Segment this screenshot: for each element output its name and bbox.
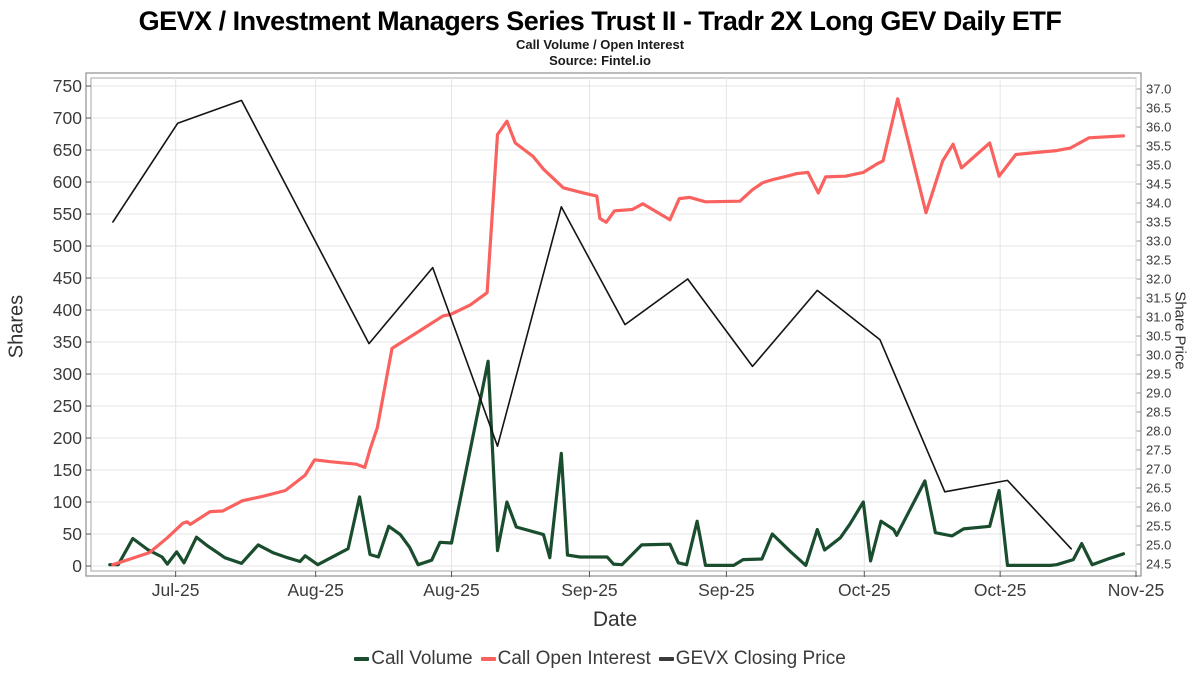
right-tick-label: 31.5	[1146, 291, 1171, 306]
legend-item-gevx-closing-price: GEVX Closing Price	[658, 648, 846, 670]
left-tick-label: 350	[53, 332, 82, 352]
chart-title: GEVX / Investment Managers Series Trust …	[138, 6, 1062, 36]
right-tick-label: 27.0	[1146, 462, 1171, 477]
right-tick-label: 27.5	[1146, 443, 1171, 458]
left-tick-label: 650	[53, 140, 82, 160]
legend-label: Call Volume	[371, 648, 473, 669]
right-tick-label: 34.5	[1146, 177, 1171, 192]
right-tick-label: 29.5	[1146, 367, 1171, 382]
right-tick-label: 25.5	[1146, 519, 1171, 534]
right-tick-label: 37.0	[1146, 82, 1171, 97]
legend-dash-icon	[354, 657, 370, 661]
right-tick-label: 33.0	[1146, 234, 1171, 249]
right-tick-label: 26.5	[1146, 481, 1171, 496]
right-tick-label: 25.0	[1146, 538, 1171, 553]
legend-item-call-open-interest: Call Open Interest	[480, 648, 651, 670]
left-tick-label: 500	[53, 236, 82, 256]
right-tick-label: 30.5	[1146, 329, 1171, 344]
right-tick-label: 34.0	[1146, 196, 1171, 211]
x-tick-label: Jul-25	[152, 580, 200, 600]
legend-item-call-volume: Call Volume	[354, 648, 473, 670]
legend: Call Volume Call Open Interest GEVX Closin…	[0, 646, 1200, 672]
right-tick-label: 30.0	[1146, 348, 1171, 363]
right-tick-label: 28.0	[1146, 424, 1171, 439]
left-tick-label: 50	[63, 524, 83, 544]
right-tick-label: 32.0	[1146, 272, 1171, 287]
left-tick-label: 550	[53, 204, 82, 224]
chart-subtitle: Call Volume / Open Interest	[515, 37, 685, 52]
right-tick-label: 32.5	[1146, 253, 1171, 268]
left-tick-label: 0	[72, 556, 82, 576]
right-tick-label: 24.5	[1146, 557, 1171, 572]
legend-dash-icon	[658, 657, 674, 661]
x-tick-label: Sep-25	[698, 580, 754, 600]
axis-frame	[85, 72, 1142, 577]
right-tick-label: 29.0	[1146, 386, 1171, 401]
x-tick-label: Nov-25	[1108, 580, 1164, 600]
left-axis-title: Shares	[5, 294, 28, 359]
left-tick-label: 600	[53, 172, 82, 192]
right-axis-title: Share Price	[1171, 291, 1189, 370]
legend-label: GEVX Closing Price	[675, 648, 846, 669]
x-axis-title: Date	[592, 608, 638, 631]
left-tick-label: 750	[53, 76, 82, 96]
chart-source: Source: Fintel.io	[549, 53, 651, 68]
x-tick-label: Sep-25	[561, 580, 617, 600]
right-tick-label: 31.0	[1146, 310, 1171, 325]
left-tick-label: 300	[53, 364, 82, 384]
right-tick-label: 28.5	[1146, 405, 1171, 420]
left-tick-label: 250	[53, 396, 82, 416]
x-tick-label: Aug-25	[287, 580, 343, 600]
right-tick-label: 33.5	[1146, 215, 1171, 230]
x-tick-label: Oct-25	[974, 580, 1027, 600]
series-call-volume	[108, 359, 1126, 568]
left-tick-label: 200	[53, 428, 82, 448]
series-call-open-interest	[111, 97, 1126, 567]
right-tick-label: 36.0	[1146, 120, 1171, 135]
right-tick-label: 35.5	[1146, 139, 1171, 154]
series-gevx-closing-price	[112, 99, 1072, 550]
right-tick-label: 35.0	[1146, 158, 1171, 173]
left-tick-label: 100	[53, 492, 82, 512]
x-tick-label: Oct-25	[838, 580, 891, 600]
legend-dash-icon	[480, 657, 496, 661]
left-tick-label: 700	[53, 108, 82, 128]
left-tick-label: 400	[53, 300, 82, 320]
left-tick-label: 150	[53, 460, 82, 480]
right-tick-label: 36.5	[1146, 101, 1171, 116]
x-tick-label: Aug-25	[423, 580, 479, 600]
legend-label: Call Open Interest	[497, 648, 651, 669]
left-tick-label: 450	[53, 268, 82, 288]
right-tick-label: 26.0	[1146, 500, 1171, 515]
